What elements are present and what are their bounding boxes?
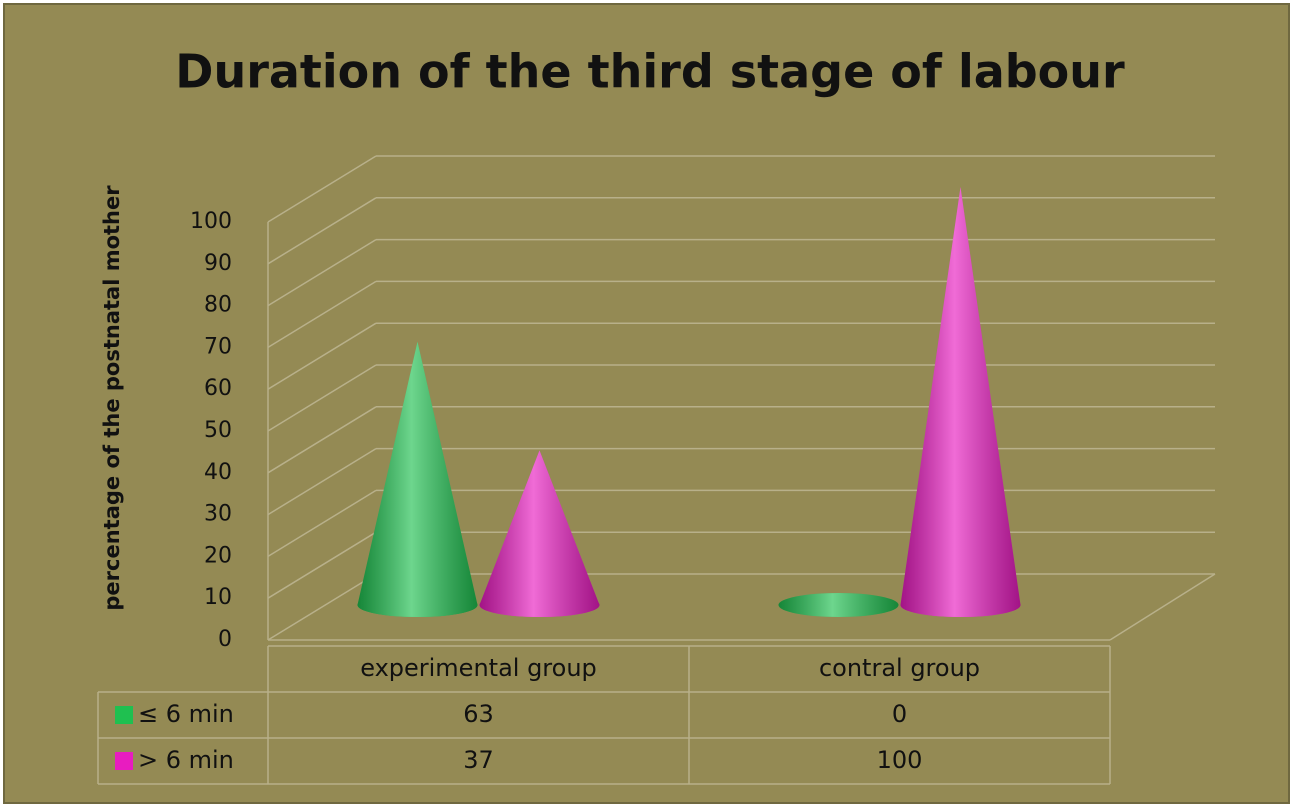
floor-edge bbox=[1109, 573, 1216, 641]
grid-line bbox=[267, 155, 377, 223]
grid-line bbox=[267, 531, 377, 599]
y-tick-label: 0 bbox=[218, 627, 232, 652]
y-tick-label: 50 bbox=[204, 418, 232, 443]
legend-swatch bbox=[115, 706, 133, 724]
y-tick-label: 30 bbox=[204, 502, 232, 527]
grid-line bbox=[267, 447, 377, 516]
table-value: 100 bbox=[877, 746, 923, 774]
y-tick-label: 80 bbox=[204, 293, 232, 318]
y-axis-label: percentage of the postnatal mother bbox=[100, 185, 124, 611]
table-value: 63 bbox=[463, 700, 494, 728]
y-tick-label: 90 bbox=[204, 251, 232, 276]
y-tick-label: 20 bbox=[204, 543, 232, 568]
cone-side-shade bbox=[479, 450, 600, 617]
cone bbox=[900, 187, 1021, 617]
grid-line bbox=[267, 364, 377, 432]
cone-side-shade bbox=[357, 341, 478, 617]
y-tick-label: 70 bbox=[204, 334, 232, 359]
x-tick-label: experimental group bbox=[360, 654, 597, 682]
legend-label: > 6 min bbox=[138, 746, 234, 774]
x-tick-label: contral group bbox=[819, 654, 980, 682]
y-tick-label: 40 bbox=[204, 460, 232, 485]
table-value: 37 bbox=[463, 746, 494, 774]
cone-base-shade bbox=[778, 593, 899, 617]
y-tick-label: 60 bbox=[204, 376, 232, 401]
y-tick-label: 10 bbox=[204, 585, 232, 610]
grid-line bbox=[267, 197, 377, 265]
grid-line bbox=[267, 280, 377, 349]
chart-background bbox=[3, 3, 1290, 804]
grid-line bbox=[267, 489, 377, 558]
grid-line bbox=[267, 238, 377, 307]
cone bbox=[778, 593, 899, 617]
y-tick-label: 100 bbox=[190, 209, 232, 234]
cone bbox=[479, 450, 600, 617]
legend-swatch bbox=[115, 752, 133, 770]
legend-label: ≤ 6 min bbox=[138, 700, 234, 728]
grid-line bbox=[267, 322, 377, 390]
grid-line bbox=[267, 573, 377, 641]
grid-line bbox=[267, 406, 377, 474]
cone-side-shade bbox=[900, 187, 1021, 617]
cone bbox=[357, 341, 478, 617]
table-value: 0 bbox=[892, 700, 907, 728]
chart-title: Duration of the third stage of labour bbox=[175, 45, 1125, 99]
